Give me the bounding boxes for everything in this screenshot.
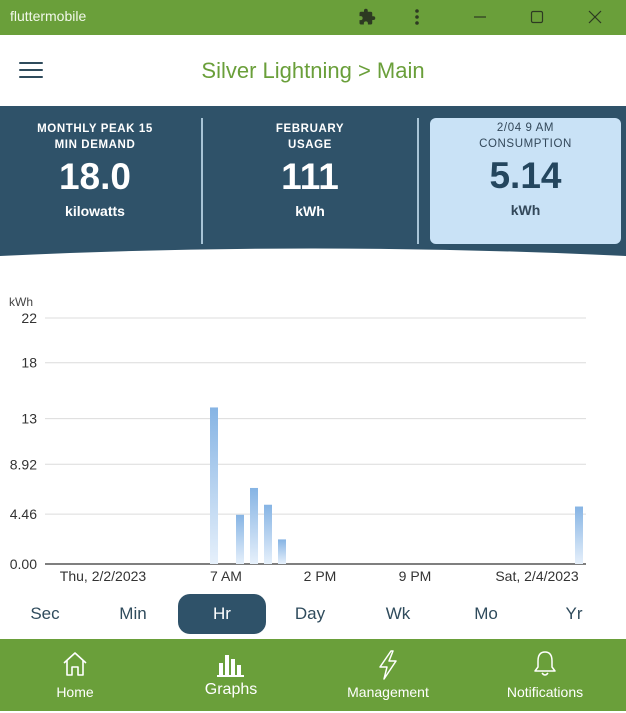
chart-bar[interactable] <box>575 506 583 564</box>
stat-label: USAGE <box>288 139 332 151</box>
x-tick-label: 2 PM <box>304 568 337 584</box>
stat-label: 2/04 9 AM <box>496 122 555 134</box>
consumption-chart[interactable]: kWh 22 18 13 8.92 4.46 0.00 Thu, 2/2/2023 7 AM… <box>0 262 626 592</box>
window-titlebar: fluttermobile <box>0 0 626 35</box>
nav-home[interactable]: Home <box>0 639 150 711</box>
chart-bar[interactable] <box>278 539 286 564</box>
chart-svg[interactable]: kWh 22 18 13 8.92 4.46 0.00 Thu, 2/2/2023 7 AM… <box>0 262 626 592</box>
nav-label: Management <box>347 684 429 700</box>
x-tick-label: 7 AM <box>210 568 242 584</box>
hamburger-menu-icon[interactable] <box>19 62 43 80</box>
bottom-navigation: Home Graphs Management Notifications <box>0 639 626 711</box>
chart-bar[interactable] <box>210 407 218 564</box>
nav-graphs[interactable]: Graphs <box>156 639 306 711</box>
range-min[interactable]: Min <box>119 604 147 623</box>
stat-unit: kWh <box>295 203 325 219</box>
range-hr[interactable]: Hr <box>178 594 266 634</box>
nav-management[interactable]: Management <box>313 639 463 711</box>
home-icon <box>63 652 87 676</box>
stat-monthly-peak-demand: MONTHLY PEAK 15 MIN DEMAND 18.0 kilowatts <box>0 106 190 236</box>
nav-label: Graphs <box>204 681 258 698</box>
stat-label: CONSUMPTION <box>479 138 572 150</box>
stat-value: 5.14 <box>489 155 562 196</box>
chart-bar[interactable] <box>264 504 272 564</box>
stat-current-consumption[interactable]: 2/04 9 AM CONSUMPTION 5.14 kWh <box>430 118 621 244</box>
stat-value: 18.0 <box>58 156 131 197</box>
close-icon[interactable] <box>584 6 606 28</box>
stat-unit: kWh <box>510 202 541 218</box>
y-axis-unit-label: kWh <box>9 295 33 309</box>
range-mo[interactable]: Mo <box>474 604 498 623</box>
y-tick-label: 0.00 <box>10 556 37 572</box>
time-range-selector: Sec Min Hr Day Wk Mo Yr <box>0 594 626 634</box>
lightning-icon <box>379 650 397 680</box>
range-day[interactable]: Day <box>294 604 326 623</box>
stat-divider <box>201 118 203 244</box>
bell-icon <box>534 651 556 676</box>
summary-banner: MONTHLY PEAK 15 MIN DEMAND 18.0 kilowatts… <box>0 106 626 258</box>
app-bar: Silver Lightning > Main <box>0 35 626 107</box>
more-vert-icon[interactable] <box>406 6 428 28</box>
minimize-icon[interactable] <box>469 6 491 28</box>
y-tick-label: 22 <box>21 310 37 326</box>
bar-chart-icon <box>217 655 244 677</box>
stat-divider <box>417 118 419 244</box>
range-yr[interactable]: Yr <box>565 604 583 623</box>
stat-label: MONTHLY PEAK 15 <box>37 123 153 135</box>
chart-bar[interactable] <box>250 487 258 564</box>
y-tick-label: 8.92 <box>10 456 37 472</box>
chart-bar[interactable] <box>236 514 244 564</box>
stat-label: FEBRUARY <box>275 123 345 135</box>
x-tick-label: 9 PM <box>399 568 432 584</box>
range-sec[interactable]: Sec <box>30 604 60 623</box>
nav-notifications[interactable]: Notifications <box>470 639 620 711</box>
x-tick-label: Thu, 2/2/2023 <box>60 568 147 584</box>
range-wk[interactable]: Wk <box>385 604 411 623</box>
nav-label: Home <box>56 684 94 700</box>
x-tick-label: Sat, 2/4/2023 <box>495 568 579 584</box>
y-tick-label: 18 <box>21 355 37 371</box>
stat-unit: kilowatts <box>65 203 125 219</box>
y-tick-label: 4.46 <box>10 506 37 522</box>
page-title: Silver Lightning > Main <box>201 58 425 83</box>
y-tick-label: 13 <box>21 411 37 427</box>
extension-icon[interactable] <box>356 6 378 28</box>
stat-monthly-usage: FEBRUARY USAGE 111 kWh <box>204 106 416 236</box>
stat-value: 111 <box>281 156 339 197</box>
maximize-icon[interactable] <box>526 6 548 28</box>
window-title: fluttermobile <box>10 8 87 24</box>
nav-label: Notifications <box>506 684 584 700</box>
stat-label: MIN DEMAND <box>54 139 136 151</box>
